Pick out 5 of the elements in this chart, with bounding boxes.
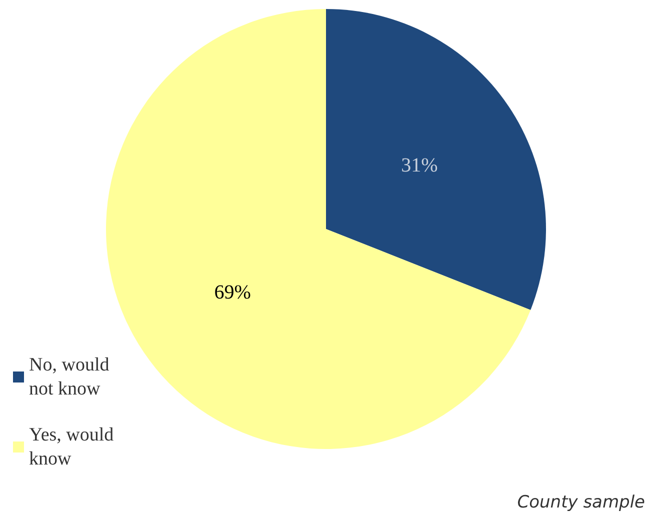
data-label: 69% <box>214 282 251 304</box>
legend-label: No, would not know <box>29 354 114 400</box>
text: County sample <box>517 492 646 512</box>
legend-label: Yes, would know <box>29 424 118 470</box>
data-label: 31% <box>401 154 438 176</box>
